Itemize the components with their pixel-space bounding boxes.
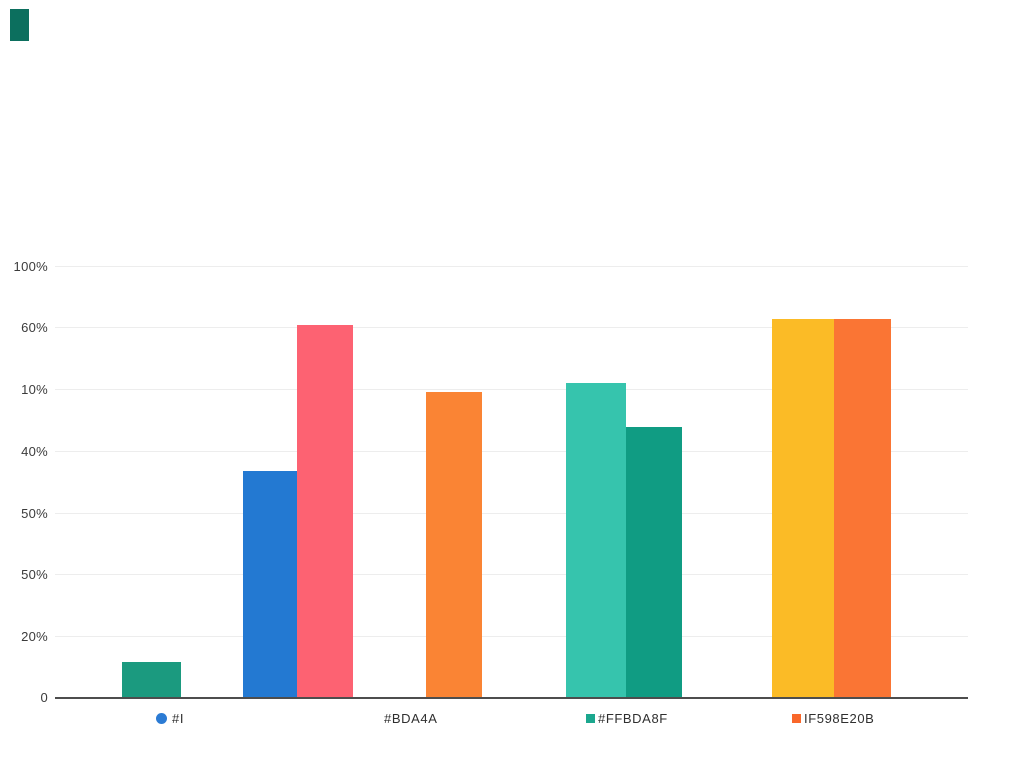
legend-marker-square-icon xyxy=(792,713,801,723)
gridline xyxy=(55,389,968,390)
gridline xyxy=(55,327,968,328)
y-axis-tick-label: 50% xyxy=(21,506,48,521)
bar-orange-mid xyxy=(426,392,482,697)
y-axis-tick-label: 0 xyxy=(40,690,48,705)
legend-marker-square-icon xyxy=(586,713,595,723)
x-axis-line xyxy=(55,697,968,699)
y-axis-tick-label: 10% xyxy=(21,382,48,397)
y-axis-tick-label: 20% xyxy=(21,629,48,644)
legend-item: IF598E20B xyxy=(792,710,874,726)
bar-pink xyxy=(297,325,353,697)
gridline xyxy=(55,513,968,514)
y-axis-tick-label: 40% xyxy=(21,444,48,459)
legend-label: #I xyxy=(172,710,185,726)
bar-teal-dark xyxy=(626,427,682,697)
gridline xyxy=(55,451,968,452)
bar-blue xyxy=(243,471,297,697)
bar-teal-light xyxy=(566,383,626,697)
y-axis-tick-label: 100% xyxy=(13,259,48,274)
gridline xyxy=(55,636,968,637)
gridline xyxy=(55,266,968,267)
bar-teal-small xyxy=(122,662,181,697)
legend-item: #FFBDA8F xyxy=(586,710,668,726)
legend-label: #BDA4A xyxy=(384,710,438,726)
legend-item: #I xyxy=(156,710,184,726)
legend-label: IF598E20B xyxy=(804,710,875,726)
legend-label: #FFBDA8F xyxy=(598,710,668,726)
gridline xyxy=(55,574,968,575)
corner-mark xyxy=(10,9,29,41)
bar-yellow xyxy=(772,319,834,697)
legend-marker-circle-icon xyxy=(156,712,167,724)
legend-item: #BDA4A xyxy=(384,710,437,726)
bar-orange-right xyxy=(834,319,891,697)
y-axis-tick-label: 50% xyxy=(21,567,48,582)
y-axis-tick-label: 60% xyxy=(21,320,48,335)
